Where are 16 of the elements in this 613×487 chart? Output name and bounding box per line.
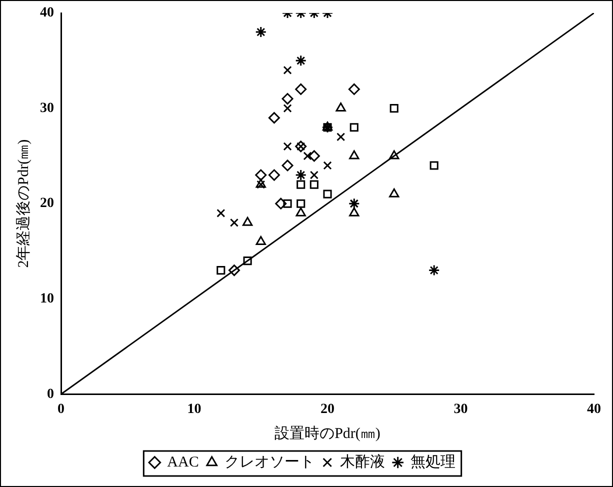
y-tick-label: 20 bbox=[40, 196, 54, 212]
y-tick-label: 30 bbox=[40, 100, 54, 116]
legend-label: 木酢液 bbox=[340, 453, 385, 470]
x-tick-label: 20 bbox=[320, 402, 334, 418]
x-tick-label: 10 bbox=[187, 402, 202, 418]
x-tick-label: 30 bbox=[454, 402, 468, 418]
x-tick-label: 40 bbox=[587, 402, 601, 418]
x-tick-label: 0 bbox=[58, 402, 64, 418]
y-tick-label: 0 bbox=[47, 386, 54, 402]
legend-label: 無処理 bbox=[410, 453, 456, 470]
x-axis-title: 設置時のPdr(㎜) bbox=[274, 424, 380, 442]
legend-label: AAC bbox=[167, 454, 199, 470]
y-tick-label: 40 bbox=[40, 6, 54, 21]
y-tick-label: 10 bbox=[40, 292, 54, 307]
legend-label: クレオソート bbox=[224, 454, 314, 470]
y-axis-title: 2年経過後のPdr(㎜) bbox=[14, 139, 32, 268]
